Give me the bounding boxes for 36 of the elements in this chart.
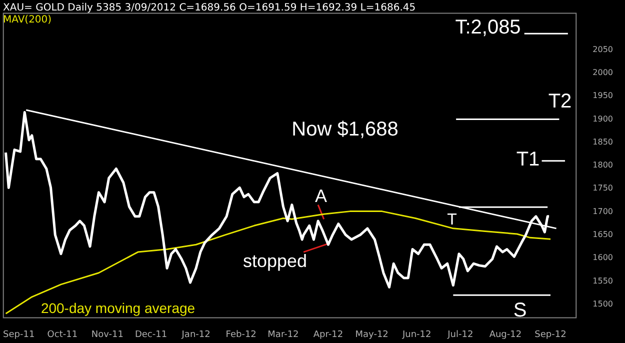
y-tick-label: 1600	[592, 253, 613, 262]
y-tick-label: 1750	[592, 184, 613, 193]
annotation: A	[314, 186, 328, 206]
annotation: T2	[548, 90, 572, 113]
annotation: S	[513, 300, 527, 322]
x-tick-label: May-12	[355, 330, 388, 340]
y-tick-label: 1800	[592, 160, 613, 170]
x-tick-label: Jun-12	[401, 330, 432, 340]
annotation: stopped	[242, 250, 308, 271]
annotation: Now $1,688	[292, 118, 398, 141]
x-tick-label: Apr-12	[313, 330, 344, 340]
x-tick-label: Sep-12	[534, 330, 566, 340]
x-tick-label: Oct-11	[47, 330, 78, 340]
annotation: T	[447, 211, 458, 228]
y-tick-label: 1550	[592, 276, 613, 286]
annotation: T1	[516, 148, 540, 171]
x-tick-label: Jul-12	[446, 330, 474, 340]
x-tick-label: Jan-12	[180, 330, 210, 340]
annotation: T:2,085	[455, 16, 521, 39]
y-tick-label: 1850	[592, 137, 613, 146]
y-tick-label: 2050	[592, 44, 613, 54]
y-tick-label: 1900	[592, 114, 613, 124]
y-tick-label: 1700	[592, 206, 613, 216]
annotation: 200-day moving average	[40, 300, 196, 316]
x-tick-label: Mar-12	[268, 330, 299, 340]
x-tick-label: Sep-11	[2, 330, 35, 340]
x-tick-label: Aug-12	[489, 330, 522, 340]
chart-title: XAU= GOLD Daily 5385 3/09/2012 C=1689.56 O=1691.59 H=1692.39 L=1686.45	[3, 2, 416, 14]
y-tick-label: 1500	[592, 299, 613, 308]
x-tick-label: Nov-11	[91, 330, 124, 340]
text: MAV(200)	[3, 14, 52, 26]
y-tick-label: 1650	[592, 230, 613, 239]
y-tick-label: 2000	[592, 68, 613, 78]
x-tick-label: Feb-12	[226, 330, 256, 340]
x-tick-label: Dec-11	[134, 330, 168, 340]
y-tick-label: 1950	[592, 91, 613, 100]
